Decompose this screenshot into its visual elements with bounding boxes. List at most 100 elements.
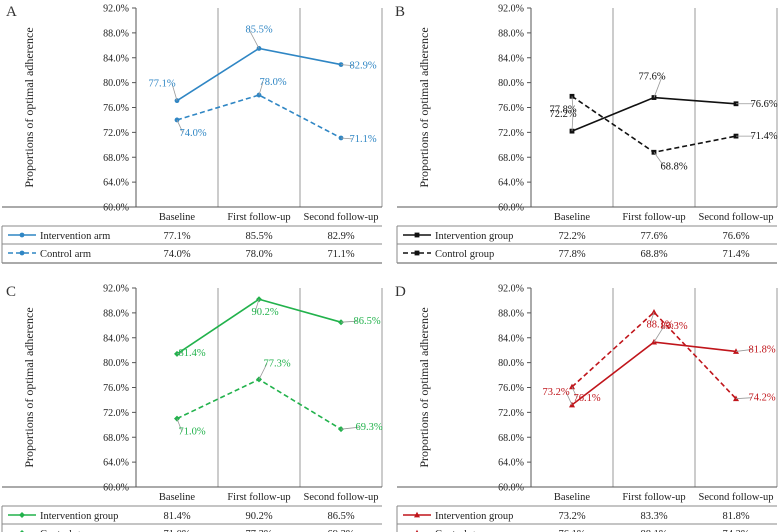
- data-label-leader: [171, 83, 178, 101]
- panel-a: A Proportions of optimal adherence 60.0% 64…: [1, 4, 383, 264]
- data-point-marker: [651, 309, 657, 315]
- panel-letter: A: [6, 4, 17, 20]
- y-tick-label: 60.0%: [498, 483, 524, 494]
- table-value-cell: 81.4%: [163, 511, 190, 522]
- data-label-leader: [735, 397, 753, 400]
- data-label-leader: [340, 64, 354, 66]
- legend-swatch-marker: [415, 529, 419, 532]
- y-tick-label: 64.0%: [103, 178, 129, 189]
- y-tick-label: 64.0%: [498, 458, 524, 469]
- data-label-leader: [565, 391, 573, 406]
- data-label: 77.8%: [549, 104, 576, 115]
- y-tick-label: 64.0%: [498, 178, 524, 189]
- table-value-cell: 86.5%: [327, 511, 354, 522]
- y-tick-label: 80.0%: [498, 78, 524, 89]
- y-axis-label: Proportions of optimal adherence: [22, 307, 36, 467]
- y-tick-label: 80.0%: [103, 78, 129, 89]
- y-tick-label: 84.0%: [103, 333, 129, 344]
- table-value-cell: 77.8%: [558, 249, 585, 260]
- x-category-label: Baseline: [159, 492, 195, 503]
- data-label: 71.0%: [178, 427, 205, 438]
- table-value-cell: 85.5%: [245, 231, 272, 242]
- table-value-cell: 77.3%: [245, 529, 272, 532]
- legend-series-name: Intervention group: [435, 511, 513, 522]
- table-value-cell: 71.1%: [327, 249, 354, 260]
- data-label: 73.2%: [542, 387, 569, 398]
- data-label-leader: [571, 114, 574, 132]
- data-label: 83.3%: [660, 321, 687, 332]
- legend-series-name: Control group: [435, 529, 494, 532]
- data-label: 76.1%: [573, 393, 600, 404]
- series-line-control: [571, 311, 737, 400]
- data-point-marker: [569, 383, 575, 390]
- y-tick-label: 92.0%: [103, 4, 129, 15]
- legend-swatch-marker: [414, 232, 420, 238]
- data-label-leader: [176, 418, 183, 432]
- legend-series-name: Intervention arm: [40, 231, 110, 242]
- y-tick-label: 60.0%: [103, 483, 129, 494]
- data-label: 72.2%: [549, 109, 576, 120]
- data-label-leader: [340, 320, 358, 323]
- data-label: 77.1%: [148, 79, 175, 90]
- panel-letter: D: [395, 284, 406, 300]
- data-label-leader: [571, 96, 574, 110]
- legend-series-name: Control arm: [40, 249, 91, 260]
- data-label: 76.6%: [750, 99, 777, 110]
- x-category-label: First follow-up: [622, 492, 685, 503]
- table-value-cell: 77.6%: [640, 231, 667, 242]
- data-label-leader: [258, 363, 268, 380]
- data-label: 71.1%: [349, 134, 376, 145]
- x-category-label: Second follow-up: [699, 212, 774, 223]
- table-value-cell: 74.2%: [722, 529, 749, 532]
- data-label: 90.2%: [251, 307, 278, 318]
- x-category-label: Second follow-up: [304, 492, 379, 503]
- x-category-label: First follow-up: [622, 212, 685, 223]
- data-label-leader: [176, 352, 183, 355]
- data-label-leader: [248, 29, 260, 49]
- legend-series-name: Control group: [40, 529, 99, 532]
- y-tick-label: 68.0%: [103, 433, 129, 444]
- data-label: 81.8%: [748, 344, 775, 355]
- legend-swatch-marker: [19, 232, 25, 238]
- data-label: 82.9%: [349, 61, 376, 72]
- y-tick-label: 92.0%: [498, 284, 524, 295]
- data-label-leader: [653, 76, 663, 98]
- table-value-cell: 81.8%: [722, 511, 749, 522]
- x-category-label: First follow-up: [227, 492, 290, 503]
- panel-b: B Proportions of optimal adherence 60.0% 64…: [395, 4, 778, 264]
- y-tick-label: 88.0%: [498, 28, 524, 39]
- data-label: 88.1%: [646, 319, 673, 330]
- table-value-cell: 76.1%: [558, 529, 585, 532]
- legend-swatch-marker: [19, 250, 25, 256]
- table-value-cell: 83.3%: [640, 511, 667, 522]
- data-point-marker: [174, 350, 180, 357]
- table-value-cell: 71.4%: [722, 249, 749, 260]
- data-label-leader: [176, 119, 184, 134]
- data-label: 85.5%: [245, 24, 272, 35]
- y-tick-label: 84.0%: [498, 53, 524, 64]
- y-tick-label: 60.0%: [103, 203, 129, 214]
- legend-series-name: Intervention group: [40, 511, 118, 522]
- y-tick-label: 64.0%: [103, 458, 129, 469]
- y-tick-label: 88.0%: [103, 28, 129, 39]
- series-line-control: [176, 378, 342, 430]
- panel-letter: B: [395, 4, 405, 20]
- y-tick-label: 80.0%: [103, 358, 129, 369]
- y-tick-label: 84.0%: [103, 53, 129, 64]
- data-label-leader: [735, 349, 753, 352]
- legend-series-name: Intervention group: [435, 231, 513, 242]
- x-category-label: Second follow-up: [699, 492, 774, 503]
- y-tick-label: 92.0%: [103, 284, 129, 295]
- y-tick-label: 72.0%: [103, 408, 129, 419]
- table-value-cell: 72.2%: [558, 231, 585, 242]
- y-tick-label: 88.0%: [498, 308, 524, 319]
- data-label-leader: [340, 137, 354, 140]
- y-axis-label: Proportions of optimal adherence: [22, 27, 36, 187]
- data-label: 78.0%: [259, 77, 286, 88]
- x-category-label: First follow-up: [227, 212, 290, 223]
- y-tick-label: 68.0%: [498, 433, 524, 444]
- table-value-cell: 82.9%: [327, 231, 354, 242]
- data-label: 86.5%: [353, 316, 380, 327]
- y-tick-label: 72.0%: [498, 128, 524, 139]
